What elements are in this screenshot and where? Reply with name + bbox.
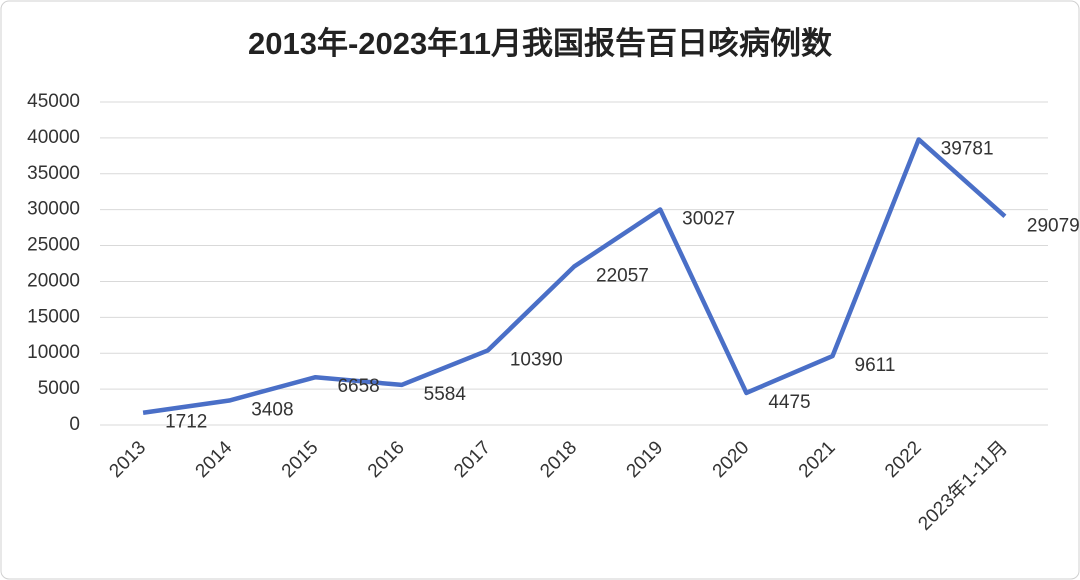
data-label: 30027 (682, 208, 735, 229)
y-tick-label: 30000 (27, 199, 80, 220)
y-tick-label: 0 (69, 414, 80, 435)
chart-title: 2013年-2023年11月我国报告百日咳病例数 (248, 26, 832, 61)
data-line (142, 137, 1007, 415)
data-label: 9611 (855, 355, 896, 376)
y-tick-label: 25000 (27, 235, 80, 256)
y-tick-label: 15000 (27, 306, 80, 327)
data-label: 6658 (337, 376, 379, 397)
data-label: 3408 (251, 400, 293, 421)
data-label: 4475 (768, 392, 810, 413)
y-tick-label: 20000 (27, 270, 80, 291)
y-tick-label: 40000 (27, 127, 80, 148)
y-tick-label: 5000 (38, 378, 80, 399)
data-label: 10390 (510, 349, 563, 370)
data-label: 29079 (1027, 215, 1080, 236)
y-tick-label: 35000 (27, 163, 80, 184)
data-label: 39781 (941, 138, 994, 159)
data-label: 22057 (596, 266, 649, 287)
data-label: 1712 (165, 412, 207, 433)
data-label: 5584 (424, 384, 467, 405)
y-tick-label: 10000 (27, 342, 80, 363)
y-tick-label: 45000 (27, 91, 80, 112)
